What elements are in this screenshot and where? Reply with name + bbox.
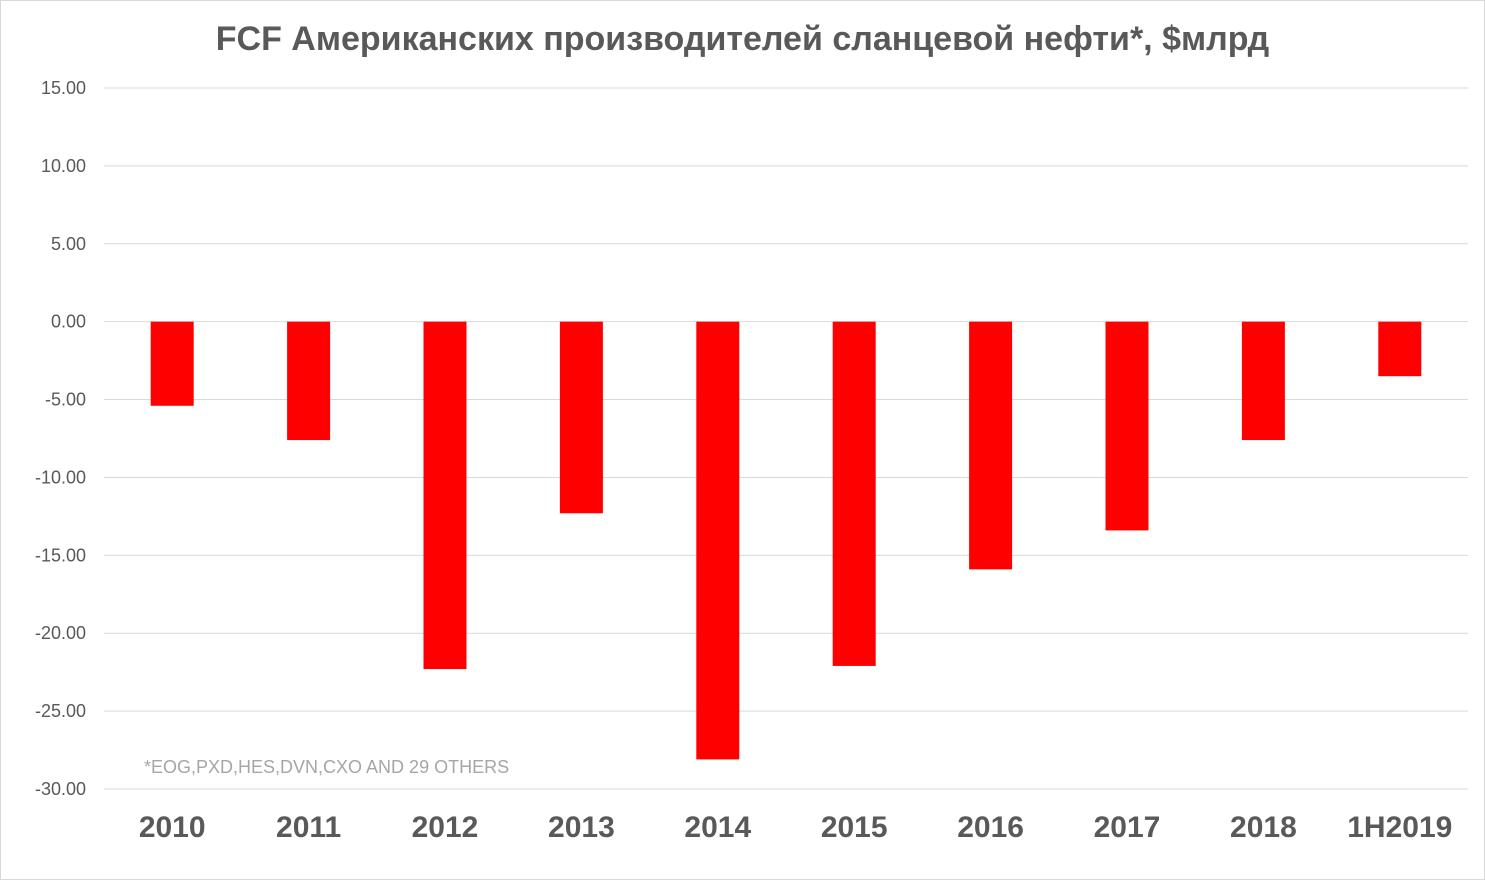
footnote-annotation: *EOG,PXD,HES,DVN,CXO AND 29 OTHERS [144,757,510,777]
y-tick-label: -20.00 [35,623,86,643]
x-tick-label: 2012 [412,811,479,844]
bar-2012 [423,321,467,670]
y-tick-label: -15.00 [35,545,86,565]
bar-2016 [969,321,1013,570]
y-axis-ticks: 15.00 10.00 5.00 0.00 -5.00 -10.00 -15.00 -20.0… [35,78,86,799]
x-tick-label: 2015 [821,811,888,844]
y-tick-label: 5.00 [51,234,86,254]
x-tick-label: 2017 [1094,811,1161,844]
bar-2015 [832,321,876,666]
y-tick-label: -25.00 [35,701,86,721]
bar-2018 [1241,321,1285,441]
x-tick-label: 2018 [1230,811,1297,844]
x-tick-label: 2011 [276,811,341,844]
bar-2013 [559,321,603,514]
x-tick-label: 2013 [548,811,615,844]
y-tick-label: 10.00 [41,156,86,176]
x-tick-label: 2016 [957,811,1024,844]
bar-2017 [1105,321,1149,531]
bars [150,321,1422,760]
bar-2010 [150,321,194,406]
y-tick-label: -10.00 [35,467,86,487]
y-tick-label: -5.00 [45,390,86,410]
bar-2011 [287,321,331,441]
bar-2014 [696,321,740,760]
x-tick-label: 2010 [139,811,206,844]
gridlines [104,87,1468,790]
y-tick-label: -30.00 [35,779,86,799]
chart-title: FCF Американских производителей сланцево… [215,20,1270,58]
x-tick-label: 2014 [684,811,751,844]
bar-1H2019 [1378,321,1422,377]
x-axis-ticks: 2010 2011 2012 2013 2014 2015 2016 2017 2018 1H20… [139,811,1453,844]
y-tick-label: 0.00 [51,312,86,332]
x-tick-label: 1H2019 [1347,811,1452,844]
y-tick-label: 15.00 [41,78,86,98]
